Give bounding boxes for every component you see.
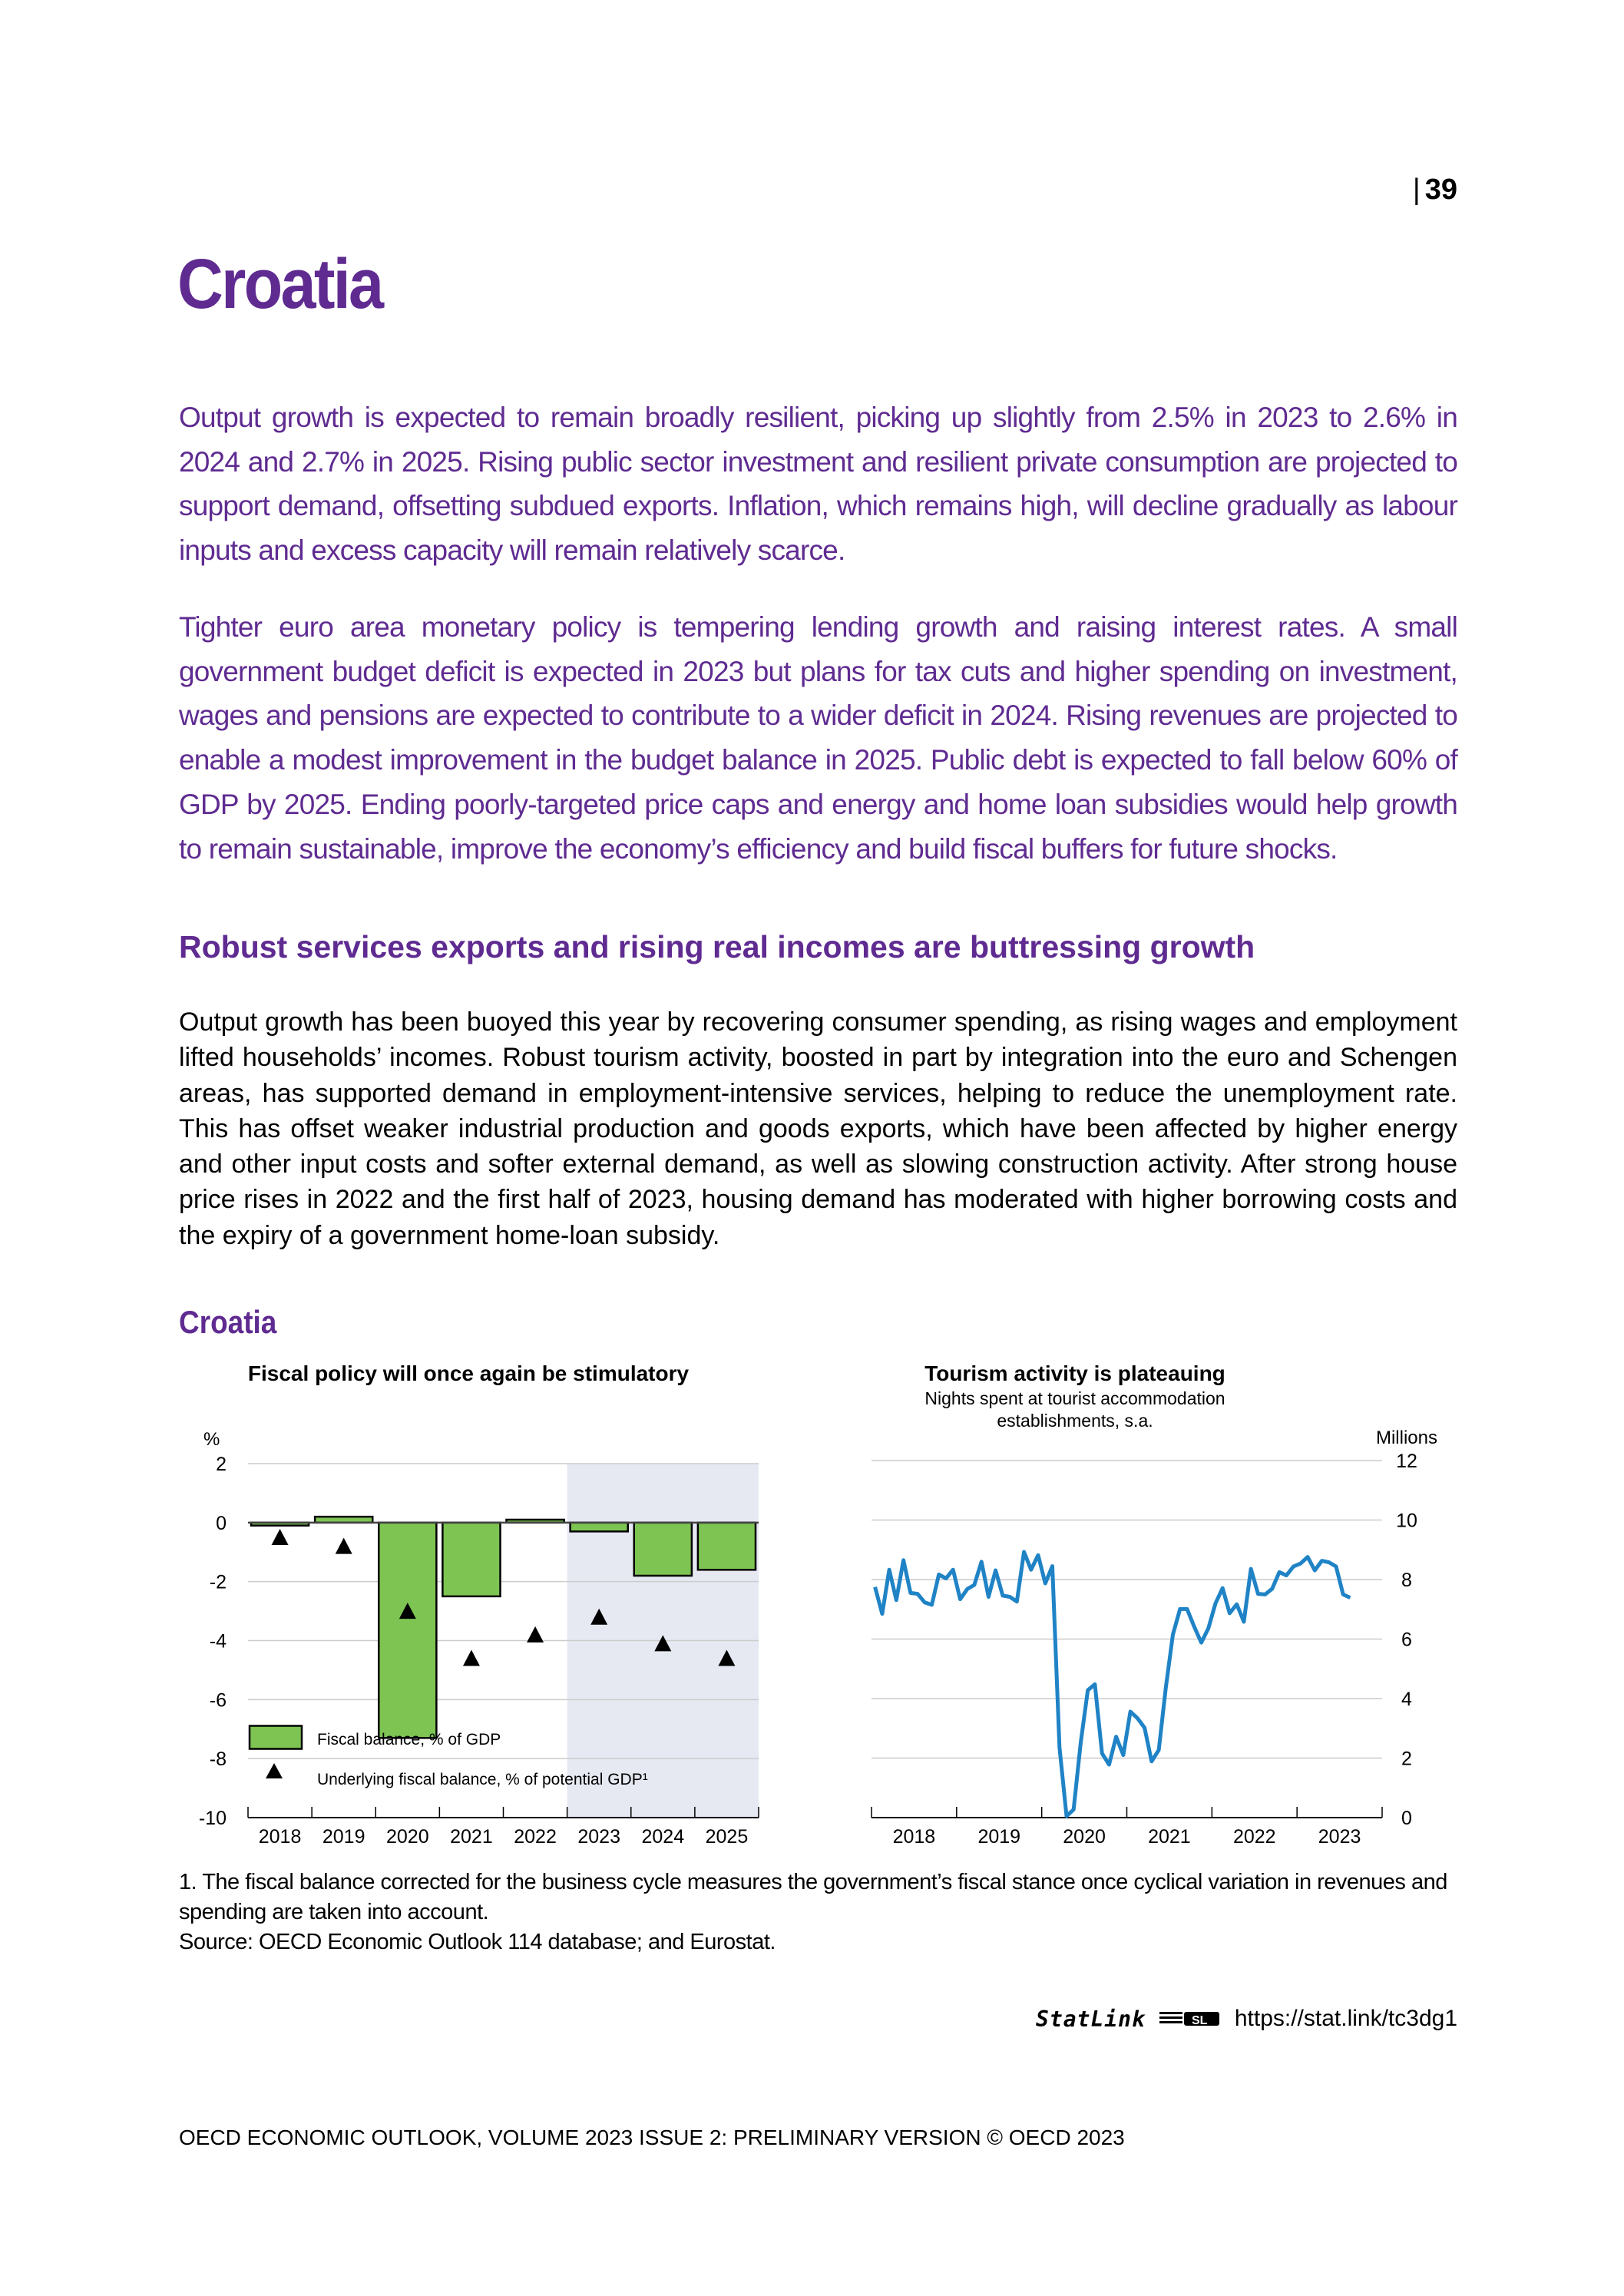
chart-subtitle: Nights spent at tourist accommodation	[924, 1388, 1225, 1408]
body-paragraph: Output growth has been buoyed this year …	[179, 1007, 1457, 1250]
y-tick-label: 2	[216, 1454, 227, 1475]
x-tick-label: 2021	[1148, 1826, 1191, 1848]
triangle-marker	[335, 1537, 352, 1554]
legend-label-triangle: Underlying fiscal balance, % of potentia…	[317, 1771, 648, 1788]
legend-swatch-triangle	[266, 1763, 283, 1778]
nights-spent-line	[873, 1550, 1351, 1818]
y-tick-label: -8	[210, 1748, 227, 1770]
legend-swatch-bar	[248, 1725, 303, 1750]
bar	[633, 1521, 693, 1577]
y-tick-label: 0	[1401, 1808, 1412, 1829]
triangle-marker	[718, 1649, 736, 1666]
source-note: Source: OECD Economic Outlook 114 databa…	[179, 1930, 776, 1954]
x-tick-label: 2022	[1233, 1826, 1276, 1848]
figure-title: Croatia	[179, 1304, 277, 1340]
figure-notes: 1. The fiscal balance corrected for the …	[179, 1868, 1457, 1957]
x-tick-label: 2025	[706, 1826, 749, 1848]
y-tick-label: 2	[1401, 1748, 1412, 1770]
footnote: 1. The fiscal balance corrected for the …	[179, 1870, 1447, 1924]
page-number: | 39	[1412, 174, 1457, 206]
tourism-chart: Tourism activity is plateauing Nights spe…	[871, 1361, 1437, 1848]
y-axis-unit: %	[203, 1429, 220, 1450]
triangle-marker	[399, 1603, 416, 1619]
x-tick-label: 2019	[977, 1826, 1020, 1848]
x-tick-label: 2019	[322, 1826, 365, 1848]
chart-subtitle: establishments, s.a.	[997, 1411, 1153, 1431]
y-axis-unit: Millions	[1376, 1428, 1437, 1448]
y-tick-label: 8	[1401, 1570, 1412, 1591]
chart-title: Tourism activity is plateauing	[924, 1361, 1225, 1385]
fiscal-balance-chart: Fiscal policy will once again be stimula…	[199, 1361, 759, 1848]
chart-title: Fiscal policy will once again be stimula…	[248, 1361, 690, 1385]
page-number-value: 39	[1424, 174, 1457, 206]
svg-text:SL: SL	[1192, 2014, 1208, 2027]
bar	[378, 1521, 438, 1739]
x-tick-label: 2023	[1318, 1826, 1361, 1848]
triangle-marker	[590, 1608, 608, 1625]
y-tick-label: -10	[199, 1808, 227, 1829]
y-tick-label: 0	[216, 1513, 227, 1534]
page-title: Croatia	[177, 245, 384, 323]
x-tick-label: 2018	[893, 1826, 936, 1848]
statlink-url[interactable]: https://stat.link/tc3dg1	[1234, 2006, 1457, 2031]
y-tick-label: 4	[1401, 1689, 1412, 1710]
bar	[442, 1521, 501, 1598]
y-tick-label: -6	[210, 1689, 227, 1711]
x-tick-label: 2021	[450, 1826, 493, 1848]
statlink-logo: StatLink	[1035, 2006, 1146, 2032]
x-tick-label: 2023	[577, 1826, 620, 1848]
triangle-marker	[271, 1529, 289, 1546]
x-tick-label: 2020	[386, 1826, 429, 1848]
triangle-marker	[654, 1635, 672, 1652]
section-heading: Robust services exports and rising real …	[179, 929, 1255, 964]
x-tick-label: 2020	[1063, 1826, 1106, 1848]
x-tick-label: 2024	[642, 1826, 685, 1848]
statlink: StatLink SL https://stat.link/tc3dg1	[1036, 2006, 1457, 2032]
x-tick-label: 2022	[514, 1826, 557, 1848]
triangle-marker	[527, 1626, 544, 1643]
page-footer: OECD ECONOMIC OUTLOOK, VOLUME 2023 ISSUE…	[179, 2126, 1125, 2149]
legend-label-bar: Fiscal balance, % of GDP	[317, 1731, 501, 1748]
y-tick-label: -2	[210, 1572, 227, 1593]
lead-paragraph-2: Tighter euro area monetary policy is tem…	[179, 611, 1458, 865]
y-tick-label: -4	[210, 1631, 227, 1653]
lead-paragraph-1: Output growth is expected to remain broa…	[179, 402, 1458, 567]
bar	[569, 1521, 629, 1533]
x-tick-label: 2018	[259, 1826, 302, 1848]
y-tick-label: 10	[1396, 1510, 1417, 1532]
triangle-marker	[462, 1649, 480, 1666]
y-tick-label: 12	[1396, 1451, 1417, 1472]
statlink-icon: SL	[1159, 2012, 1219, 2027]
bar	[696, 1521, 757, 1571]
y-tick-label: 6	[1401, 1629, 1412, 1651]
